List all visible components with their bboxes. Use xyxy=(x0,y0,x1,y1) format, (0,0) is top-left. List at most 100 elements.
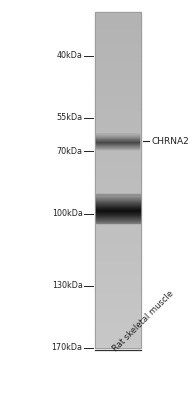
Bar xyxy=(95,152,141,153)
Bar xyxy=(95,331,141,333)
Bar xyxy=(95,284,141,286)
Bar xyxy=(95,22,141,24)
Bar xyxy=(95,198,141,200)
Bar xyxy=(95,89,141,91)
Bar xyxy=(95,24,141,26)
Bar xyxy=(95,267,141,269)
Bar xyxy=(95,259,141,261)
Bar xyxy=(95,66,141,68)
Bar xyxy=(95,230,141,232)
Bar xyxy=(95,345,141,346)
Bar xyxy=(95,150,141,152)
Bar xyxy=(95,20,141,22)
Bar xyxy=(95,185,141,187)
Bar xyxy=(95,246,141,247)
Text: CHRNA2: CHRNA2 xyxy=(151,137,189,146)
Bar xyxy=(95,121,141,123)
Bar xyxy=(95,126,141,128)
Bar xyxy=(95,314,141,316)
Bar xyxy=(95,113,141,114)
Bar xyxy=(95,17,141,19)
Bar xyxy=(95,304,141,306)
Bar xyxy=(95,101,141,103)
Bar xyxy=(95,140,141,141)
Bar xyxy=(95,68,141,69)
Bar xyxy=(95,138,141,140)
Bar xyxy=(95,215,141,217)
Bar xyxy=(95,110,141,111)
Bar xyxy=(95,306,141,308)
Bar xyxy=(95,94,141,96)
Bar xyxy=(95,59,141,61)
Bar xyxy=(95,71,141,72)
Bar xyxy=(95,88,141,89)
Bar xyxy=(95,336,141,338)
Bar xyxy=(95,104,141,106)
Bar xyxy=(95,210,141,212)
Bar xyxy=(95,316,141,318)
Bar xyxy=(95,188,141,190)
Bar xyxy=(95,32,141,34)
Text: 130kDa: 130kDa xyxy=(52,281,83,290)
Bar xyxy=(95,240,141,242)
Bar xyxy=(95,106,141,108)
Bar xyxy=(95,81,141,82)
Bar xyxy=(95,62,141,64)
Bar xyxy=(95,183,141,185)
Bar xyxy=(95,180,141,182)
Bar xyxy=(95,192,141,194)
Bar xyxy=(95,124,141,126)
Bar xyxy=(95,39,141,40)
Bar xyxy=(95,82,141,84)
Bar xyxy=(95,52,141,54)
Bar xyxy=(95,155,141,156)
Bar xyxy=(95,47,141,49)
Bar xyxy=(95,220,141,222)
Bar xyxy=(95,225,141,227)
Bar xyxy=(95,323,141,324)
Bar xyxy=(95,111,141,113)
Bar xyxy=(95,175,141,177)
Bar xyxy=(95,261,141,262)
Bar xyxy=(95,27,141,29)
Bar xyxy=(95,12,141,348)
Bar xyxy=(95,276,141,278)
Bar xyxy=(95,222,141,224)
Bar xyxy=(95,36,141,37)
Bar xyxy=(95,76,141,78)
Bar xyxy=(95,145,141,146)
Bar xyxy=(95,57,141,59)
Bar xyxy=(95,289,141,291)
Bar xyxy=(95,153,141,155)
Bar xyxy=(95,328,141,330)
Bar xyxy=(95,249,141,250)
Bar xyxy=(95,224,141,225)
Bar xyxy=(95,334,141,336)
Bar xyxy=(95,146,141,148)
Bar xyxy=(95,308,141,309)
Bar xyxy=(95,30,141,32)
Bar xyxy=(95,172,141,173)
Bar xyxy=(95,254,141,256)
Bar xyxy=(95,74,141,76)
Bar xyxy=(95,195,141,197)
Bar xyxy=(95,320,141,321)
Bar xyxy=(95,278,141,279)
Bar xyxy=(95,42,141,44)
Bar xyxy=(95,178,141,180)
Bar xyxy=(95,156,141,158)
Bar xyxy=(95,309,141,311)
Bar xyxy=(95,166,141,168)
Bar xyxy=(95,234,141,236)
Bar xyxy=(95,242,141,244)
Bar xyxy=(95,114,141,116)
Bar xyxy=(95,294,141,296)
Bar xyxy=(95,229,141,230)
Bar xyxy=(95,130,141,131)
Bar xyxy=(95,136,141,138)
Bar xyxy=(95,51,141,52)
Bar xyxy=(95,286,141,288)
Bar xyxy=(95,177,141,178)
Bar xyxy=(95,40,141,42)
Bar xyxy=(95,338,141,340)
